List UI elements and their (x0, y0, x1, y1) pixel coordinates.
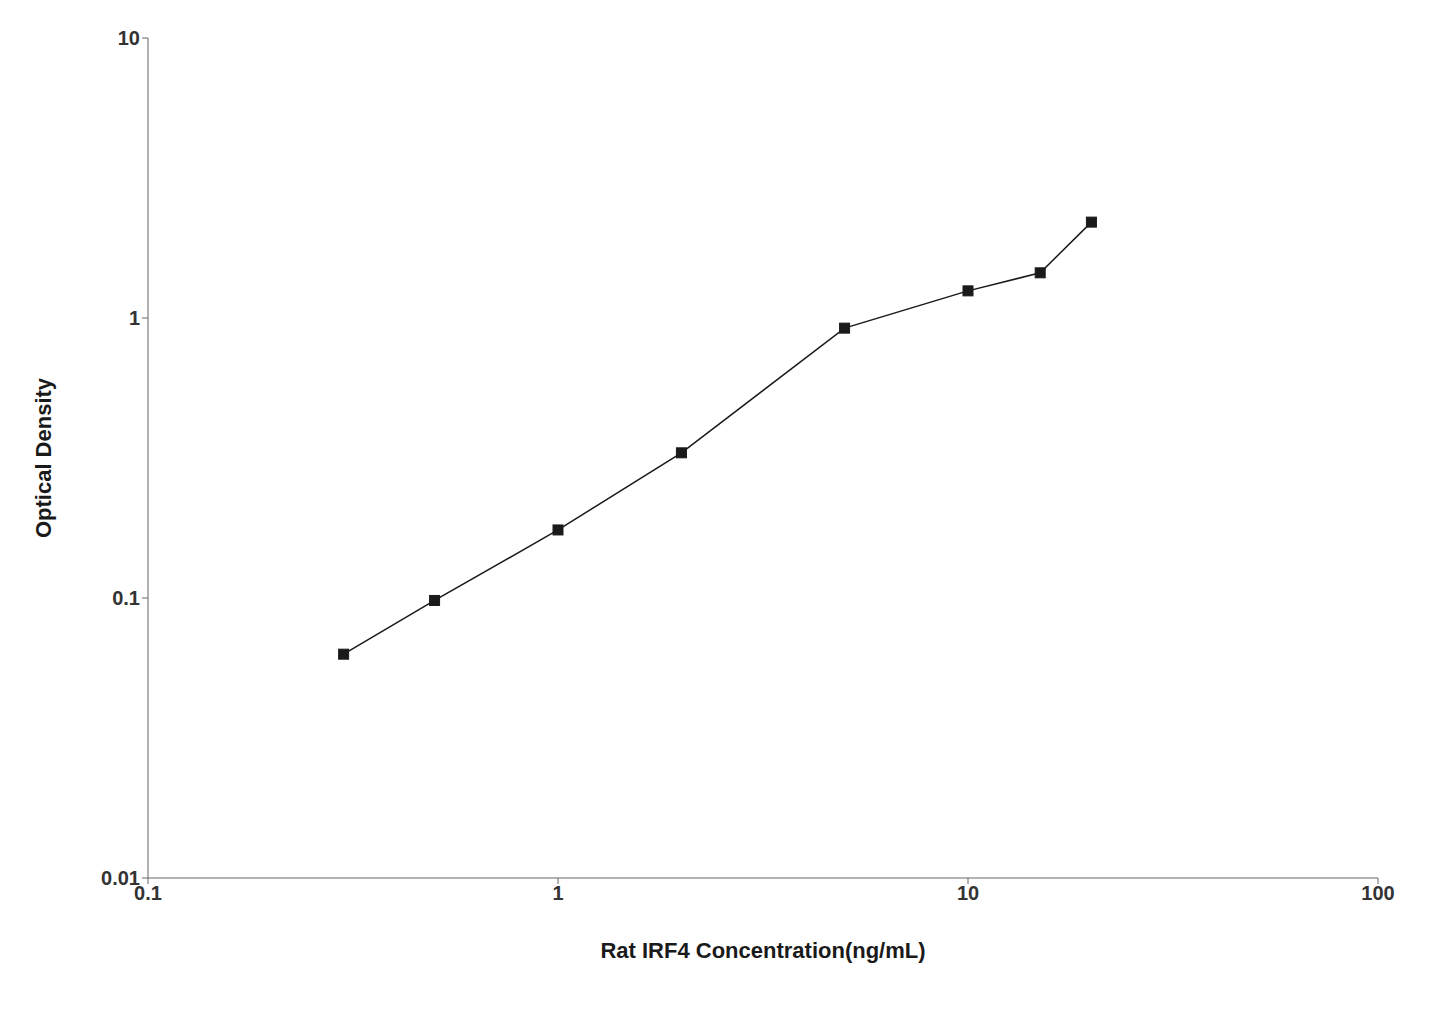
svg-text:Rat IRF4 Concentration(ng/mL): Rat IRF4 Concentration(ng/mL) (600, 938, 925, 963)
svg-text:0.1: 0.1 (112, 587, 140, 609)
svg-text:0.01: 0.01 (101, 867, 140, 889)
svg-text:10: 10 (957, 882, 979, 904)
svg-text:1: 1 (552, 882, 563, 904)
svg-text:10: 10 (118, 27, 140, 49)
svg-text:Optical Density: Optical Density (31, 377, 56, 538)
svg-text:1: 1 (129, 307, 140, 329)
svg-text:100: 100 (1361, 882, 1394, 904)
svg-text:0.1: 0.1 (134, 882, 162, 905)
